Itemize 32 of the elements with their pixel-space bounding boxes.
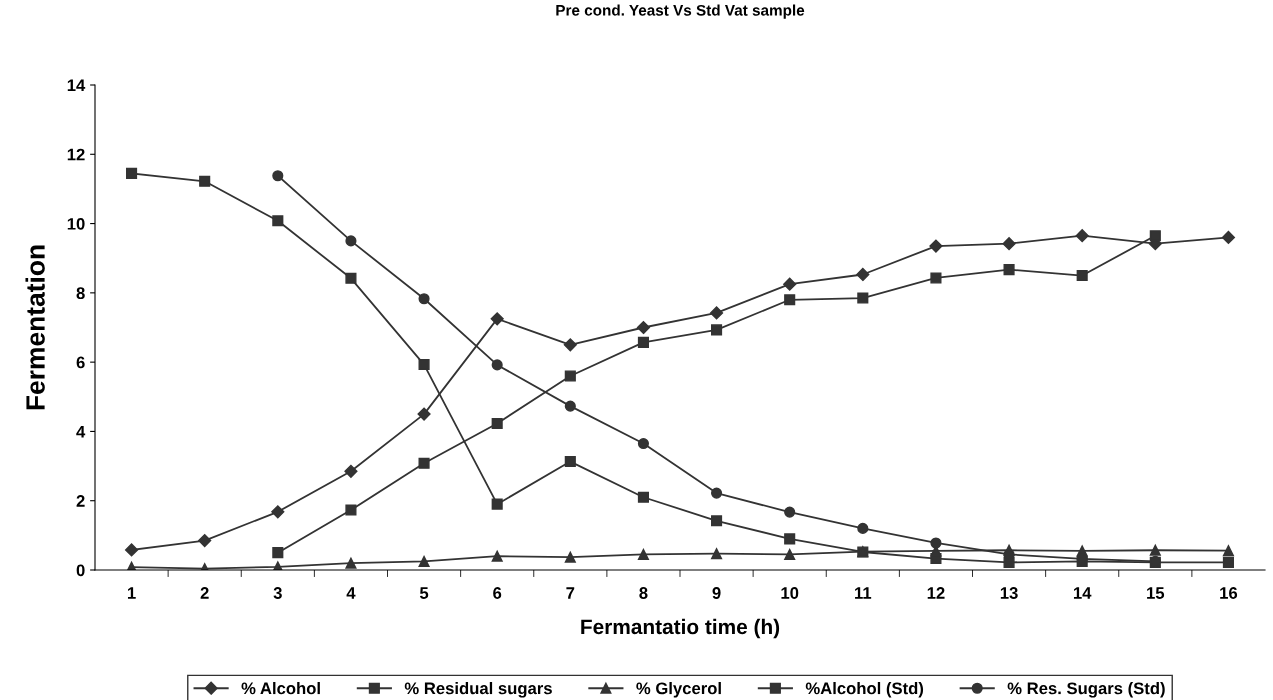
x-tick-label: 15 [1147, 587, 1165, 599]
y-axis-title: Fermentation [25, 245, 45, 410]
x-axis-title: Fermantatio time (h) [581, 618, 780, 639]
x-tick-label: 12 [927, 587, 945, 599]
x-tick-label: 14 [1073, 587, 1092, 599]
y-tick-label: 6 [76, 356, 85, 369]
chart-title: Pre cond. Yeast Vs Std Vat sample [556, 4, 805, 19]
y-tick-label: 2 [76, 495, 85, 507]
x-tick-label: 13 [1000, 587, 1018, 599]
legend-label: % Residual sugars [404, 682, 552, 698]
legend-label: %Alcohol (Std) [805, 682, 924, 698]
x-tick-label: 11 [855, 587, 872, 599]
x-tick-label: 16 [1220, 587, 1238, 599]
legend-label: % Alcohol [241, 682, 320, 695]
x-tick-label: 10 [781, 587, 799, 599]
x-tick-label: 5 [419, 587, 429, 599]
x-tick-label: 9 [712, 587, 721, 599]
legend-label: % Glycerol [636, 682, 721, 698]
y-tick-label: 0 [76, 564, 85, 577]
legend-label: % Res. Sugars (Std) [1007, 682, 1165, 698]
x-tick-label: 6 [493, 587, 502, 599]
y-tick-label: 8 [76, 287, 85, 300]
y-tick-label: 12 [67, 148, 85, 161]
y-tick-label: 4 [76, 426, 86, 438]
y-tick-label: 14 [67, 79, 86, 92]
x-tick-label: 8 [639, 587, 648, 599]
x-tick-label: 3 [273, 587, 282, 599]
x-tick-label: 1 [127, 587, 136, 599]
x-tick-label: 2 [200, 587, 209, 599]
x-tick-label: 4 [346, 587, 356, 599]
y-tick-label: 10 [67, 217, 85, 230]
x-tick-label: 7 [566, 587, 575, 599]
